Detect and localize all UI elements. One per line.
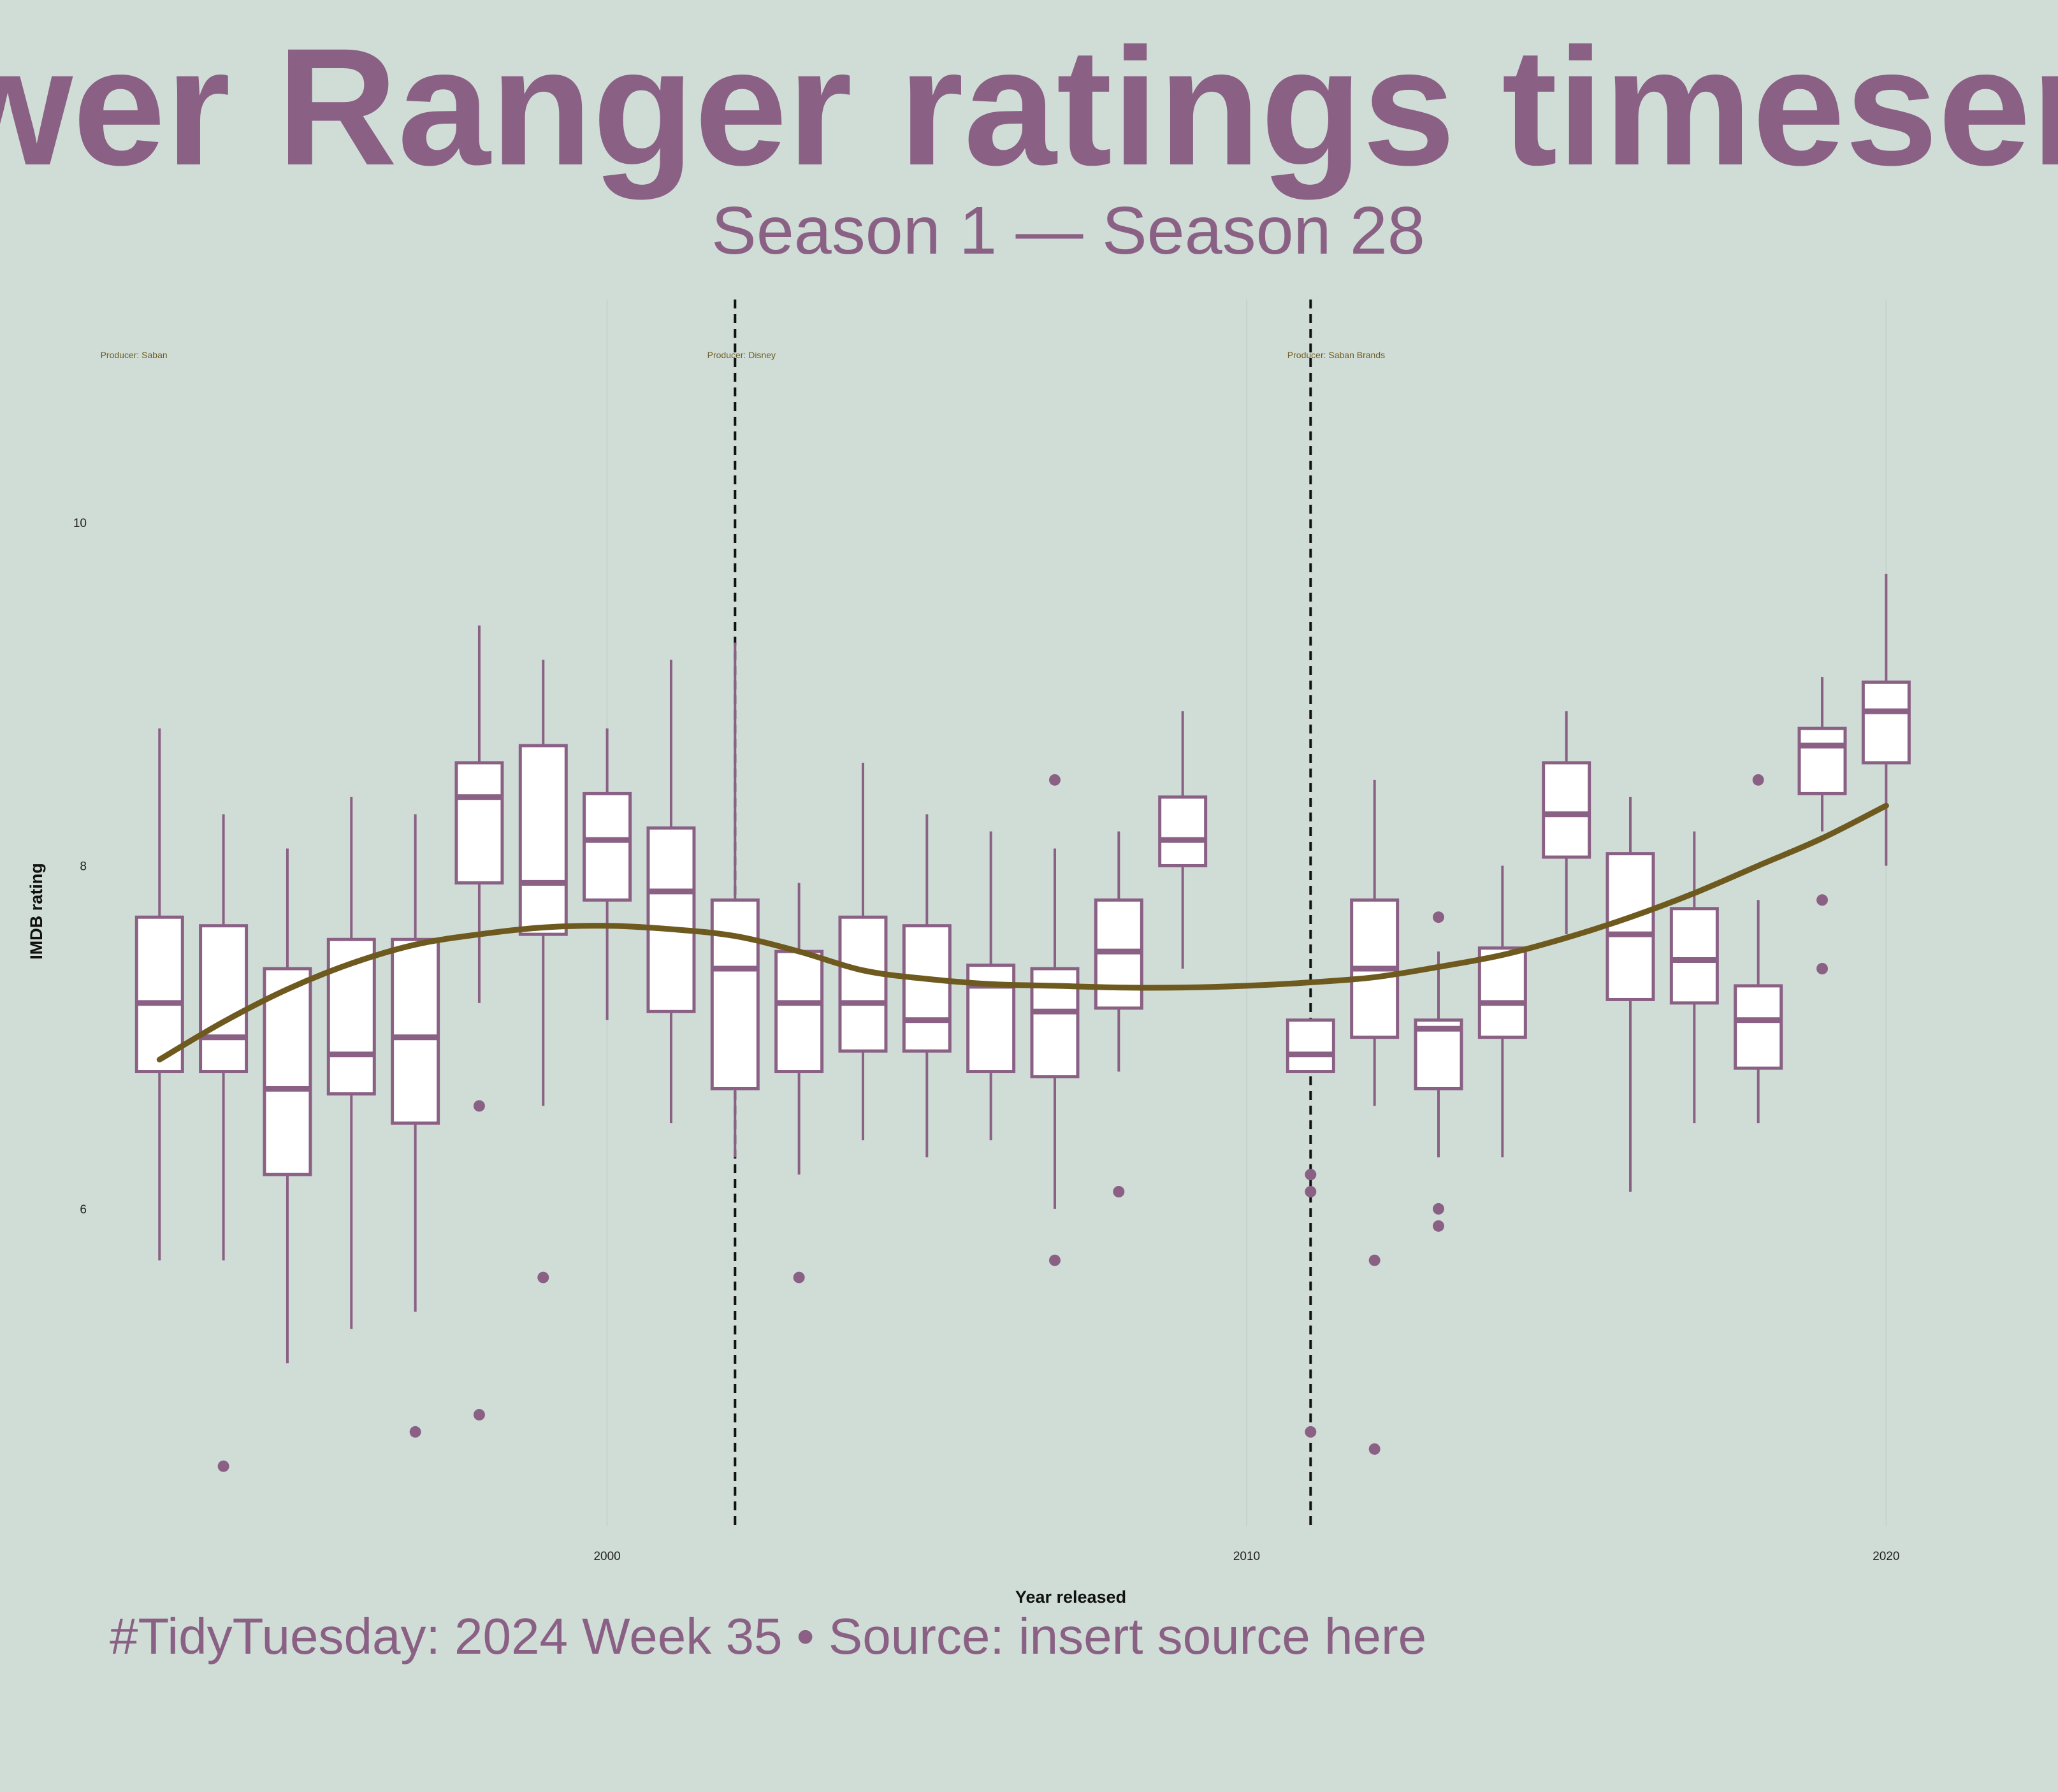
- boxplot-2017: [1669, 831, 1719, 1124]
- x-tick-label: 2020: [1873, 1550, 1899, 1563]
- chart-subtitle: Season 1 — Season 28: [711, 193, 1425, 268]
- iqr-box: [838, 915, 888, 1053]
- iqr-box: [1605, 852, 1655, 1001]
- boxplot-2013: [1414, 911, 1463, 1232]
- outlier-point: [1752, 774, 1764, 786]
- outlier-point: [1305, 1426, 1317, 1438]
- boxplot-2011: [1286, 1018, 1335, 1438]
- outlier-point: [1433, 1203, 1445, 1215]
- x-tick-label: 2010: [1233, 1550, 1260, 1563]
- boxplot-2001: [646, 660, 696, 1124]
- boxplot-2012: [1350, 779, 1400, 1455]
- iqr-box: [1477, 946, 1527, 1039]
- y-axis-label: IMDB rating: [27, 863, 46, 960]
- outlier-point: [1433, 911, 1445, 923]
- iqr-box: [774, 950, 824, 1074]
- axes: 2000 2010 2020 6 8 10: [73, 517, 1900, 1563]
- iqr-box: [1286, 1018, 1335, 1074]
- iqr-box: [454, 761, 504, 885]
- outlier-point: [409, 1426, 421, 1438]
- iqr-box: [1669, 907, 1719, 1005]
- boxplot-2020: [1861, 574, 1911, 866]
- boxplot-2014: [1477, 865, 1527, 1158]
- iqr-box: [1797, 726, 1847, 795]
- boxplots: [134, 574, 1911, 1472]
- trend-line: [156, 802, 1889, 1063]
- boxplot-2008: [1094, 831, 1143, 1197]
- outlier-point: [1113, 1186, 1125, 1197]
- caption: #TidyTuesday: 2024 Week 35 • Source: ins…: [110, 1608, 1426, 1665]
- boxplot-2016: [1605, 797, 1655, 1192]
- boxplot-2015: [1542, 711, 1591, 935]
- chart-title: Power Ranger ratings timeseries: [0, 13, 2058, 201]
- outlier-point: [537, 1271, 549, 1283]
- outlier-point: [1433, 1220, 1445, 1232]
- outlier-point: [1048, 1254, 1061, 1266]
- iqr-box: [391, 937, 440, 1125]
- boxplot-1997: [391, 814, 440, 1438]
- iqr-box: [134, 915, 184, 1074]
- iqr-box: [199, 924, 249, 1074]
- iqr-box: [1158, 795, 1208, 867]
- x-tick-label: 2000: [593, 1550, 620, 1563]
- boxplot-1998: [454, 625, 504, 1420]
- outlier-point: [1816, 894, 1829, 906]
- iqr-box: [263, 967, 312, 1176]
- producer-label: Producer: Saban: [101, 350, 168, 360]
- iqr-box: [1542, 761, 1591, 859]
- outlier-point: [473, 1409, 485, 1420]
- boxplot-2009: [1158, 711, 1208, 969]
- boxplot-2018: [1734, 774, 1783, 1124]
- iqr-box: [583, 791, 632, 902]
- boxplot-1999: [518, 660, 568, 1283]
- y-tick-label: 10: [73, 517, 87, 530]
- iqr-box: [646, 826, 696, 1013]
- outlier-point: [217, 1460, 229, 1472]
- y-tick-label: 8: [80, 860, 87, 873]
- outlier-point: [1816, 963, 1829, 974]
- boxplot-2019: [1797, 677, 1847, 974]
- outlier-point: [793, 1271, 805, 1283]
- era-markers: Producer: Saban Producer: Disney Producer:…: [101, 300, 1385, 1526]
- iqr-box: [710, 898, 760, 1090]
- outlier-point: [1305, 1186, 1317, 1197]
- producer-label: Producer: Disney: [707, 350, 776, 360]
- trend-line-group: [156, 802, 1889, 1063]
- boxplot-1994: [199, 814, 249, 1472]
- producer-label: Producer: Saban Brands: [1287, 350, 1385, 360]
- outlier-point: [473, 1100, 485, 1112]
- boxplot-2004: [838, 762, 888, 1141]
- iqr-box: [1861, 680, 1911, 765]
- boxplot-1995: [263, 848, 312, 1364]
- outlier-point: [1048, 774, 1061, 786]
- boxplot-2005: [902, 814, 952, 1158]
- iqr-box: [1734, 984, 1783, 1070]
- y-tick-label: 6: [80, 1203, 87, 1217]
- boxplot-2000: [583, 728, 632, 1020]
- boxplot-1993: [134, 728, 184, 1261]
- outlier-point: [1368, 1254, 1380, 1266]
- outlier-point: [1305, 1169, 1317, 1181]
- x-axis-label: Year released: [1015, 1587, 1126, 1607]
- iqr-box: [518, 744, 568, 936]
- outlier-point: [1368, 1443, 1380, 1455]
- iqr-box: [902, 924, 952, 1053]
